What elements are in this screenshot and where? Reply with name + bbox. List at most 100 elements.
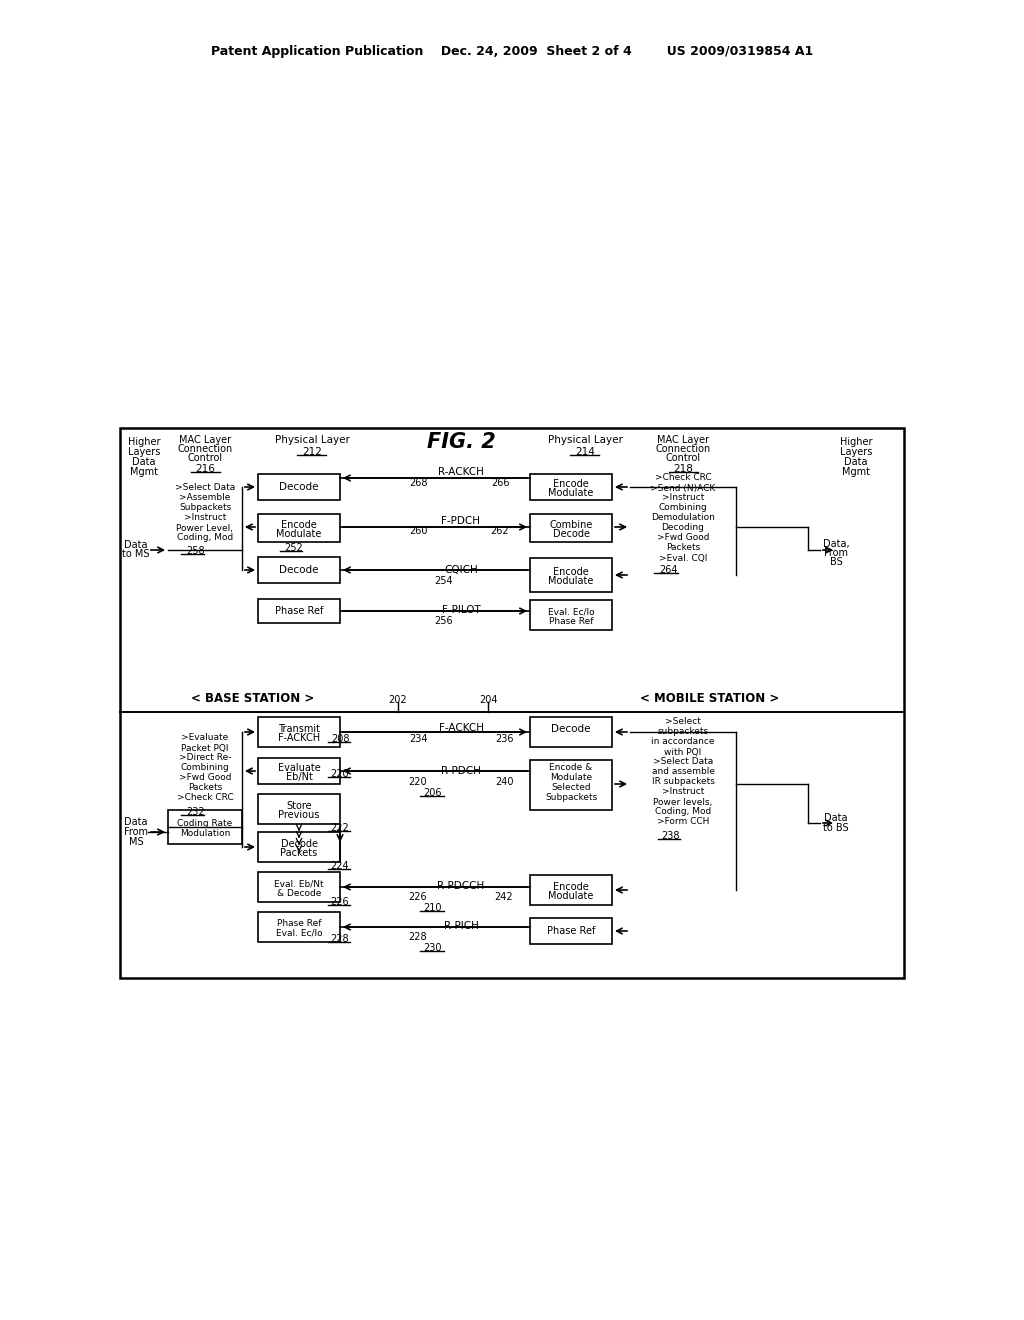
Text: 260: 260 xyxy=(409,525,427,536)
Text: 220: 220 xyxy=(409,777,427,787)
Text: Encode: Encode xyxy=(553,568,589,577)
Text: >Instruct: >Instruct xyxy=(184,513,226,523)
Text: 226: 226 xyxy=(409,892,427,902)
Text: Mgmt: Mgmt xyxy=(842,467,870,477)
Text: Phase Ref: Phase Ref xyxy=(276,920,322,928)
Text: >Fwd Good: >Fwd Good xyxy=(179,774,231,783)
Text: 264: 264 xyxy=(658,565,677,576)
Text: >Check CRC: >Check CRC xyxy=(654,474,712,483)
Text: Modulate: Modulate xyxy=(548,488,594,498)
Bar xyxy=(258,557,340,583)
Text: 216: 216 xyxy=(195,465,215,474)
Text: Data,: Data, xyxy=(822,539,849,549)
Text: F-ACKCH: F-ACKCH xyxy=(278,733,321,743)
Text: Phase Ref: Phase Ref xyxy=(547,927,595,936)
Text: 214: 214 xyxy=(575,447,595,457)
Text: 258: 258 xyxy=(186,546,206,556)
Bar xyxy=(530,513,612,543)
Text: R-PDCH: R-PDCH xyxy=(441,766,481,776)
Text: >Fwd Good: >Fwd Good xyxy=(656,533,710,543)
Text: Data: Data xyxy=(124,817,147,828)
Text: Combine: Combine xyxy=(549,520,593,531)
Bar xyxy=(530,917,612,944)
Text: Higher: Higher xyxy=(128,437,160,447)
Text: Connection: Connection xyxy=(177,444,232,454)
Text: 222: 222 xyxy=(331,822,349,833)
Text: Subpackets: Subpackets xyxy=(545,792,597,801)
Text: 224: 224 xyxy=(331,861,349,871)
Text: 204: 204 xyxy=(479,696,498,705)
Bar xyxy=(530,760,612,810)
Text: >Instruct: >Instruct xyxy=(662,788,705,796)
Text: 254: 254 xyxy=(434,576,454,586)
Text: with PQI: with PQI xyxy=(665,747,701,756)
Text: < BASE STATION >: < BASE STATION > xyxy=(191,692,314,705)
Text: Physical Layer: Physical Layer xyxy=(548,436,623,445)
Text: >Check CRC: >Check CRC xyxy=(177,793,233,803)
Text: to BS: to BS xyxy=(823,822,849,833)
Text: Eb/Nt: Eb/Nt xyxy=(286,772,312,781)
Text: 242: 242 xyxy=(495,892,513,902)
Text: Patent Application Publication    Dec. 24, 2009  Sheet 2 of 4        US 2009/031: Patent Application Publication Dec. 24, … xyxy=(211,45,813,58)
Text: 202: 202 xyxy=(389,696,408,705)
Text: 238: 238 xyxy=(662,832,680,841)
Text: >Form CCH: >Form CCH xyxy=(656,817,710,826)
Text: Packet PQI: Packet PQI xyxy=(181,743,228,752)
Text: Eval. Eb/Nt: Eval. Eb/Nt xyxy=(274,879,324,888)
Text: 240: 240 xyxy=(495,777,513,787)
Text: F-PDCH: F-PDCH xyxy=(441,516,480,525)
Bar xyxy=(258,717,340,747)
Text: Encode: Encode xyxy=(553,882,589,892)
Text: >Select: >Select xyxy=(665,718,701,726)
Text: 220: 220 xyxy=(331,770,349,779)
Text: < MOBILE STATION >: < MOBILE STATION > xyxy=(640,692,779,705)
Text: 226: 226 xyxy=(331,898,349,907)
Text: Modulate: Modulate xyxy=(548,891,594,902)
Text: >Evaluate: >Evaluate xyxy=(181,734,228,742)
Text: Modulate: Modulate xyxy=(550,772,592,781)
Text: Decode: Decode xyxy=(553,529,590,539)
Text: Selected: Selected xyxy=(551,783,591,792)
Text: R-ACKCH: R-ACKCH xyxy=(438,467,484,477)
Text: 230: 230 xyxy=(423,942,441,953)
Text: Previous: Previous xyxy=(279,810,319,820)
Text: 268: 268 xyxy=(409,478,427,488)
Text: Control: Control xyxy=(666,453,700,463)
Text: 252: 252 xyxy=(285,543,303,553)
Text: 208: 208 xyxy=(331,734,349,744)
Bar xyxy=(168,810,242,843)
Text: 210: 210 xyxy=(423,903,441,913)
Text: F-PILOT: F-PILOT xyxy=(441,605,480,615)
Text: Subpackets: Subpackets xyxy=(179,503,231,512)
Text: Power levels,: Power levels, xyxy=(653,797,713,807)
Text: 206: 206 xyxy=(423,788,441,799)
Text: Encode &: Encode & xyxy=(549,763,593,771)
Text: Combining: Combining xyxy=(180,763,229,772)
Text: 228: 228 xyxy=(331,935,349,944)
Text: Connection: Connection xyxy=(655,444,711,454)
Text: Packets: Packets xyxy=(281,847,317,858)
Bar xyxy=(258,795,340,824)
Text: Combining: Combining xyxy=(658,503,708,512)
Text: MAC Layer: MAC Layer xyxy=(179,436,231,445)
Bar xyxy=(258,599,340,623)
Text: Encode: Encode xyxy=(282,520,316,531)
Text: Coding, Mod: Coding, Mod xyxy=(655,808,711,817)
Text: Demodulation: Demodulation xyxy=(651,513,715,523)
Text: Evaluate: Evaluate xyxy=(278,763,321,774)
Text: to MS: to MS xyxy=(122,549,150,558)
Bar xyxy=(120,428,904,978)
Text: 232: 232 xyxy=(186,807,206,817)
Text: Decode: Decode xyxy=(281,840,317,849)
Text: Higher: Higher xyxy=(840,437,872,447)
Text: and assemble: and assemble xyxy=(651,767,715,776)
Text: BS: BS xyxy=(829,557,843,568)
Bar xyxy=(258,474,340,500)
Text: subpackets: subpackets xyxy=(657,727,709,737)
Text: 218: 218 xyxy=(673,465,693,474)
Text: Coding, Mod: Coding, Mod xyxy=(177,533,233,543)
Text: Power Level,: Power Level, xyxy=(176,524,233,532)
Text: Phase Ref: Phase Ref xyxy=(274,606,324,616)
Text: Control: Control xyxy=(187,453,222,463)
Text: Eval. Ec/Io: Eval. Ec/Io xyxy=(548,607,594,616)
